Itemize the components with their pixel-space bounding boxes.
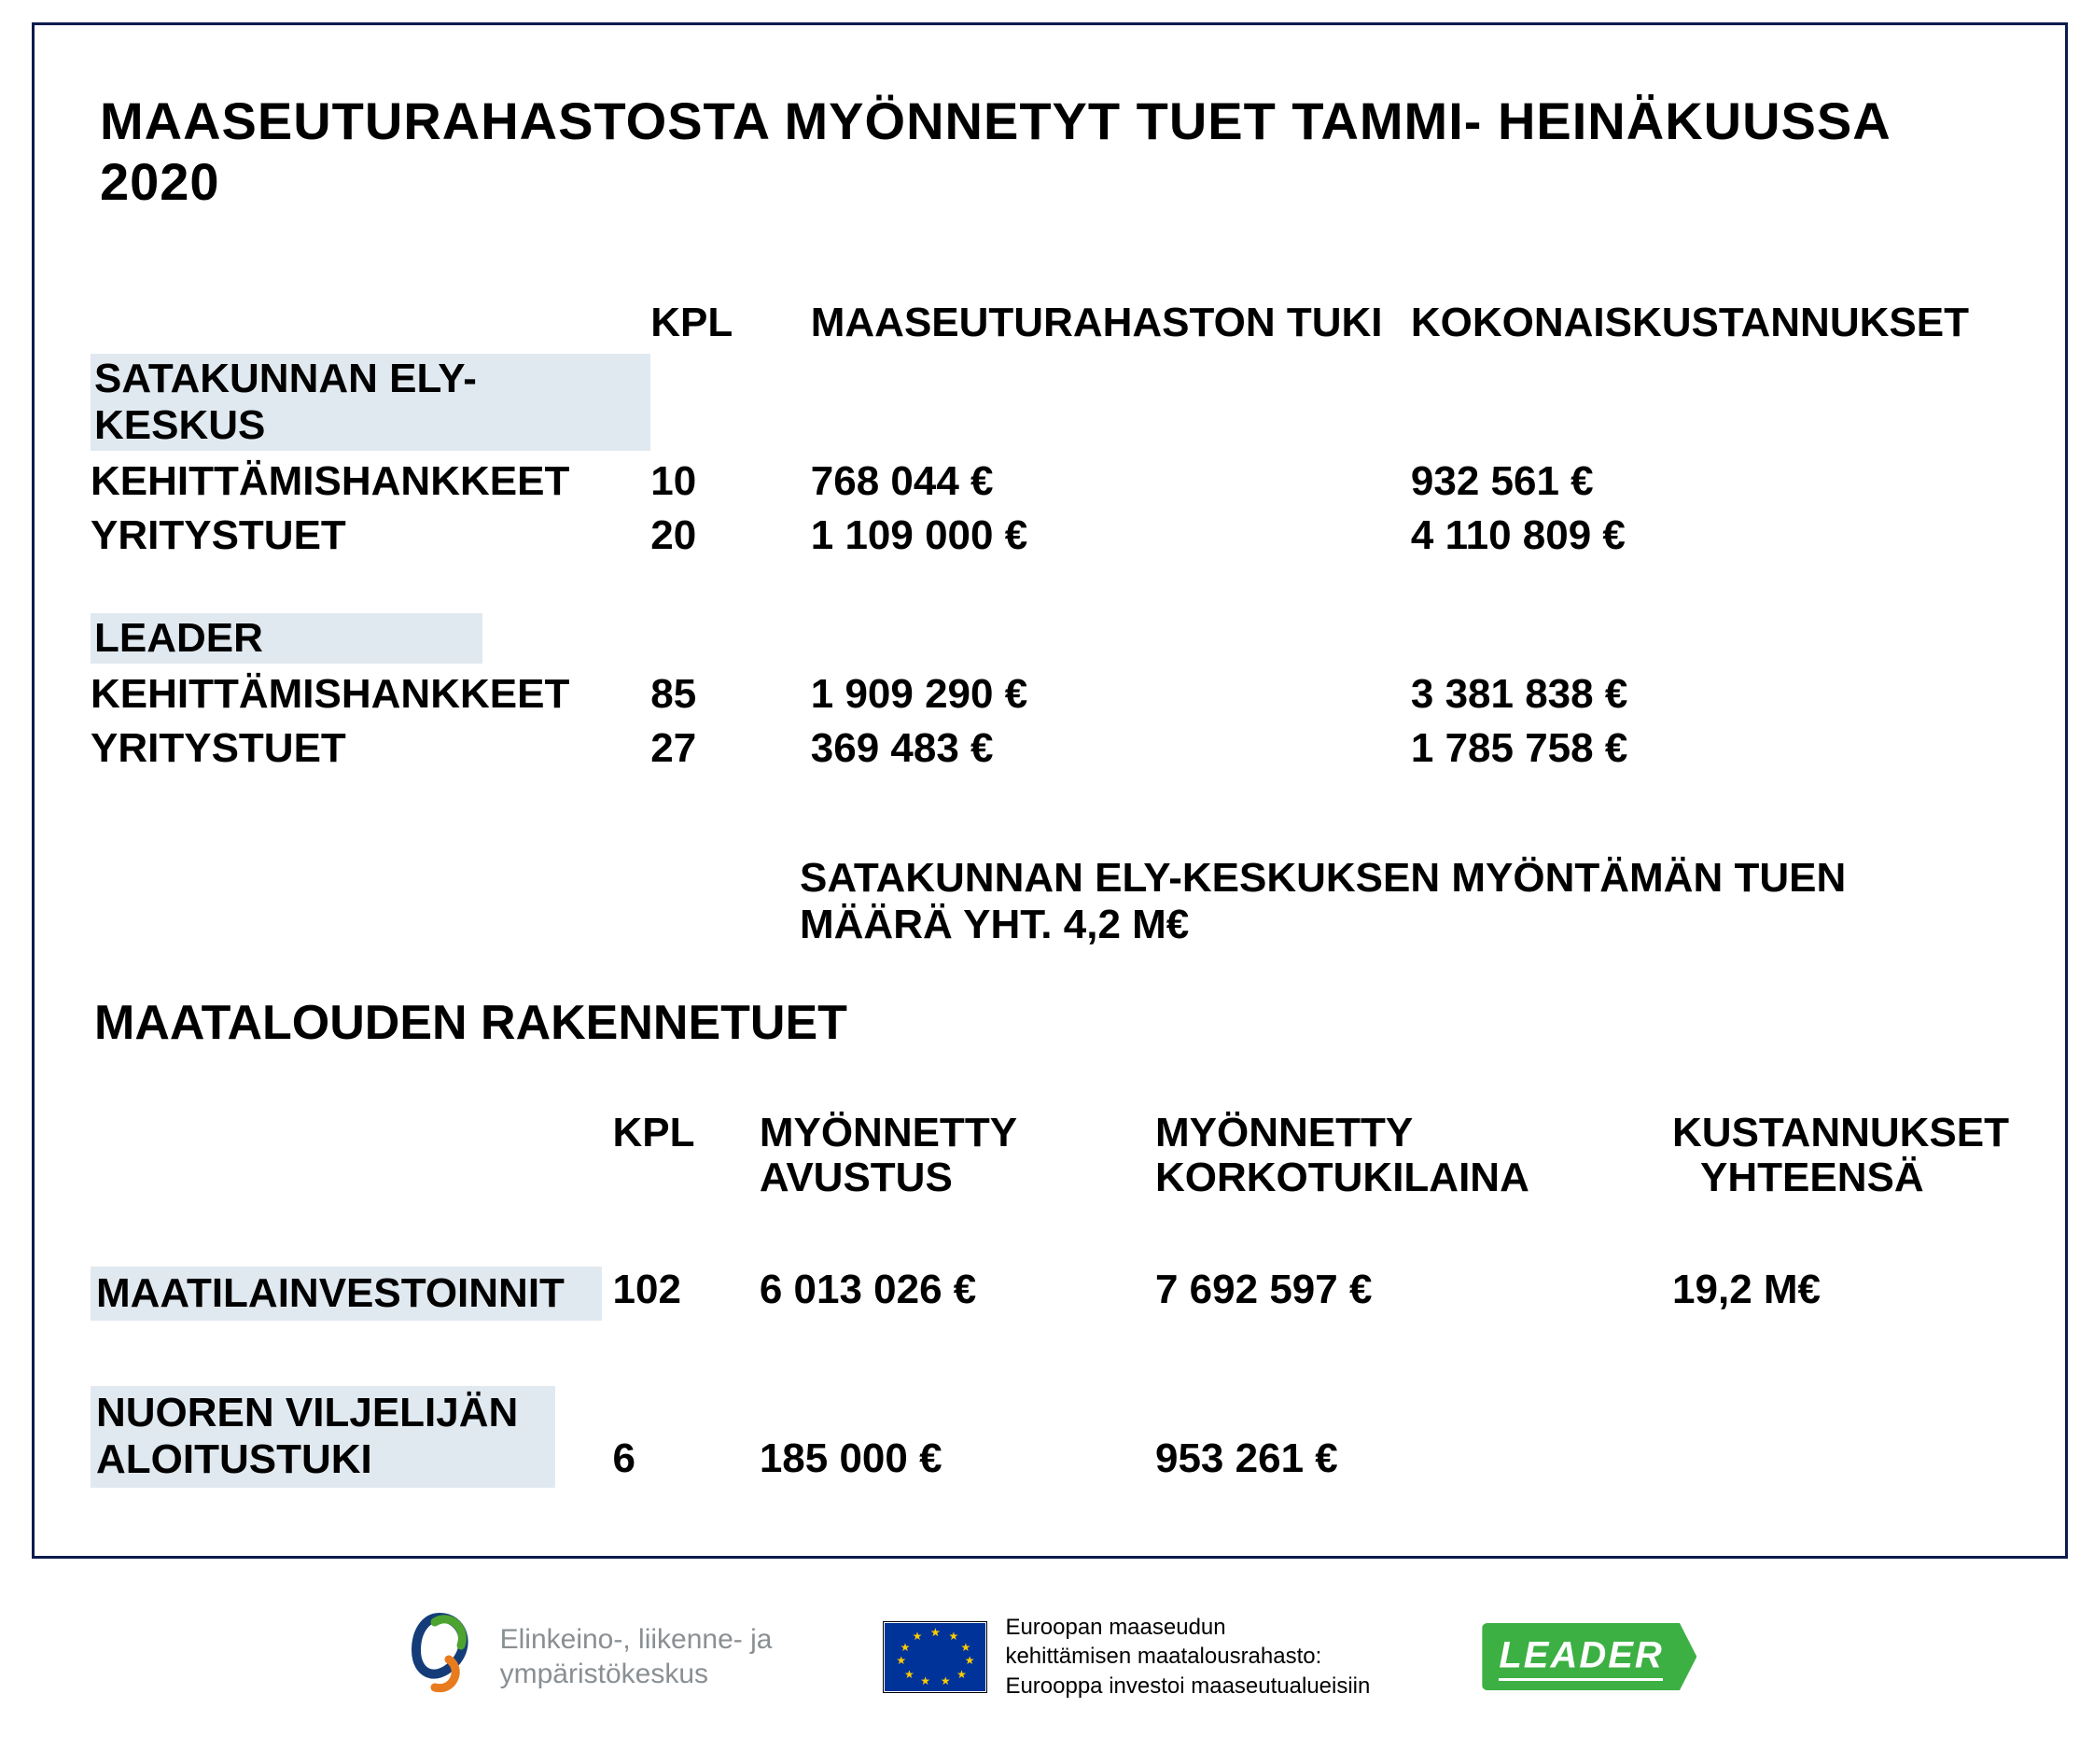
row-total <box>1672 1367 2009 1506</box>
group-leader: LEADER <box>91 613 482 664</box>
group-ely: SATAKUNNAN ELY-KESKUS <box>91 354 650 451</box>
row-grant: 6 013 026 € <box>760 1248 1155 1339</box>
table-row: NUOREN VILJELIJÄN ALOITUSTUKI 6 185 000 … <box>91 1367 2009 1506</box>
header-kpl: KPL <box>613 1107 760 1220</box>
table1-header-row: KPL MAASEUTURAHASTON TUKI KOKONAISKUSTAN… <box>91 296 2009 350</box>
table-row: YRITYSTUET 20 1 109 000 € 4 110 809 € <box>91 509 2009 563</box>
row-label: MAATILAINVESTOINNIT <box>91 1267 602 1321</box>
row-cost: 3 381 838 € <box>1411 667 2009 721</box>
row-loan: 7 692 597 € <box>1155 1248 1672 1339</box>
row-loan: 953 261 € <box>1155 1367 1672 1506</box>
page-title: MAASEUTURAHASTOSTA MYÖNNETYT TUET TAMMI-… <box>100 91 2009 212</box>
row-label: KEHITTÄMISHANKKEET <box>91 667 650 721</box>
row-kpl: 20 <box>650 509 811 563</box>
ely-logo-block: Elinkeino-, liikenne- ja ympäristökeskus <box>398 1608 773 1706</box>
summary-line: SATAKUNNAN ELY-KESKUKSEN MYÖNTÄMÄN TUEN … <box>91 855 2009 948</box>
section-heading: MAATALOUDEN RAKENNETUET <box>94 995 2009 1051</box>
group-heading-row: SATAKUNNAN ELY-KESKUS <box>91 350 2009 455</box>
support-table: KPL MAASEUTURAHASTON TUKI KOKONAISKUSTAN… <box>91 296 2009 776</box>
row-support: 1 909 290 € <box>811 667 1411 721</box>
eu-logo-block: ★ ★ ★ ★ ★ ★ ★ ★ ★ ★ ★ ★ Euroopan maaseud… <box>884 1613 1370 1701</box>
row-kpl: 85 <box>650 667 811 721</box>
row-total: 19,2 M€ <box>1672 1248 2009 1339</box>
table-row: KEHITTÄMISHANKKEET 10 768 044 € 932 561 … <box>91 455 2009 509</box>
row-label: YRITYSTUET <box>91 721 650 776</box>
row-kpl: 27 <box>650 721 811 776</box>
leader-logo: LEADER <box>1482 1623 1696 1690</box>
row-grant: 185 000 € <box>760 1367 1155 1506</box>
leader-logo-text: LEADER <box>1499 1635 1663 1677</box>
row-kpl: 6 <box>613 1367 760 1506</box>
table-row: KEHITTÄMISHANKKEET 85 1 909 290 € 3 381 … <box>91 667 2009 721</box>
row-label: KEHITTÄMISHANKKEET <box>91 455 650 509</box>
table2-header-row: KPL MYÖNNETTY AVUSTUS MYÖNNETTY KORKOTUK… <box>91 1107 2009 1220</box>
row-label: NUOREN VILJELIJÄN ALOITUSTUKI <box>91 1386 555 1488</box>
header-support: MAASEUTURAHASTON TUKI <box>811 296 1411 350</box>
footer-logos: Elinkeino-, liikenne- ja ympäristökeskus… <box>0 1587 2094 1727</box>
row-support: 1 109 000 € <box>811 509 1411 563</box>
group-heading-row: LEADER <box>91 609 2009 667</box>
eu-logo-text: Euroopan maaseudun kehittämisen maatalou… <box>1005 1613 1370 1701</box>
table-row: YRITYSTUET 27 369 483 € 1 785 758 € <box>91 721 2009 776</box>
row-label: YRITYSTUET <box>91 509 650 563</box>
ely-logo-text: Elinkeino-, liikenne- ja ympäristökeskus <box>500 1622 773 1692</box>
row-cost: 1 785 758 € <box>1411 721 2009 776</box>
row-cost: 4 110 809 € <box>1411 509 2009 563</box>
row-kpl: 10 <box>650 455 811 509</box>
header-grant: MYÖNNETTY AVUSTUS <box>760 1107 1155 1220</box>
table-row: MAATILAINVESTOINNIT 102 6 013 026 € 7 69… <box>91 1248 2009 1339</box>
header-kpl: KPL <box>650 296 811 350</box>
eu-flag-icon: ★ ★ ★ ★ ★ ★ ★ ★ ★ ★ ★ ★ <box>884 1622 986 1692</box>
row-support: 369 483 € <box>811 721 1411 776</box>
header-total: KUSTANNUKSET YHTEENSÄ <box>1672 1107 2009 1220</box>
agriculture-table: KPL MYÖNNETTY AVUSTUS MYÖNNETTY KORKOTUK… <box>91 1107 2009 1506</box>
row-cost: 932 561 € <box>1411 455 2009 509</box>
row-kpl: 102 <box>613 1248 760 1339</box>
row-support: 768 044 € <box>811 455 1411 509</box>
document-frame: MAASEUTURAHASTOSTA MYÖNNETYT TUET TAMMI-… <box>32 22 2068 1559</box>
ely-logo-icon <box>398 1608 482 1706</box>
header-loan: MYÖNNETTY KORKOTUKILAINA <box>1155 1107 1672 1220</box>
header-total-cost: KOKONAISKUSTANNUKSET <box>1411 296 2009 350</box>
